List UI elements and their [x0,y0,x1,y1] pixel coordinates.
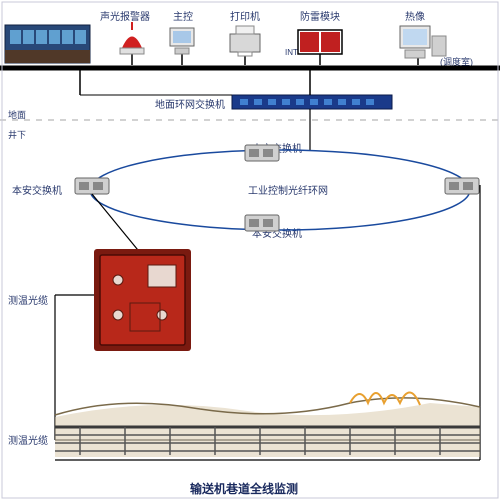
diagram-svg [0,0,500,500]
system-diagram: 声光报警器 主控 打印机 防雷模块 热像 (调度室) INT 地面 井下 地面环… [0,0,500,500]
